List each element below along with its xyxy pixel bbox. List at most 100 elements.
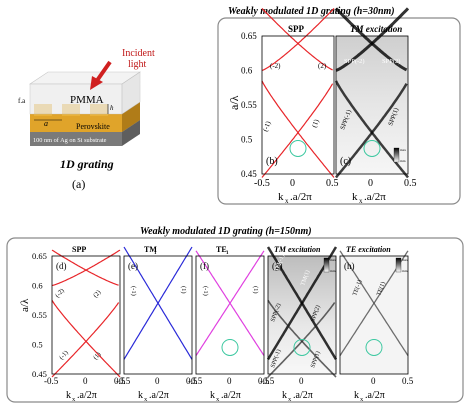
panel-d-xtick-label: 0.5 [114, 376, 126, 386]
panel-g-xtick-label: 0 [299, 376, 304, 386]
panel-f-curve-1 [195, 250, 265, 356]
panel-b-mode-label: (-1) [261, 119, 272, 132]
panel-c-highlight-circle [363, 139, 381, 157]
panel-f-xlabel-sub: x [216, 396, 220, 403]
panel-e-letter: (e) [128, 261, 138, 271]
panel-f-header-sub: 1 [226, 251, 229, 256]
panel-f-xtick-label: -0.5 [188, 376, 203, 386]
panel-g-highlight-circle [293, 338, 311, 356]
panel-g [266, 246, 338, 378]
panel-h-xtick-label: 0.5 [402, 376, 414, 386]
bottom-ytick-label: 0.65 [32, 251, 47, 261]
panel-h-mode-label: TE(1) [375, 281, 386, 297]
panel-b-header: SPP [288, 24, 305, 34]
top-ytick-label: 0.6 [241, 66, 253, 76]
panel-b-xtick-label: 0.5 [326, 178, 339, 189]
panel-g-letter: (g) [272, 261, 283, 271]
panel-b-highlight-circle [289, 139, 307, 157]
panel-g-header: TM excitation [274, 245, 321, 254]
panel-h-xtick-label: 0 [371, 376, 376, 386]
panel-g-colorbar [323, 257, 330, 273]
plots-layer: a/λ 0.65 0.6 0.55 0.5 0.45 SPP (b) (-2) (2) (-1) (1… [19, 7, 417, 403]
panel-b-mode-label: (2) [318, 62, 327, 70]
panel-h-colorbar-min: min [402, 269, 408, 273]
panel-b-axes-box [261, 35, 335, 175]
panel-d-mode-label: (2) [92, 289, 102, 299]
panel-c-xlabel-sub: x [359, 197, 363, 205]
panel-c-axes-box [335, 35, 409, 175]
panel-b [261, 7, 335, 178]
panel-h-xlabel-sub: x [360, 396, 364, 403]
panel-h-colorbar-max: max [402, 258, 408, 262]
top-ytick-label: 0.55 [241, 100, 257, 110]
panel-f-letter: (f) [200, 261, 209, 271]
panel-e [123, 246, 193, 375]
dim-a-label: a [44, 119, 48, 128]
panel-e-xtick-label: -0.5 [116, 376, 131, 386]
dim-h-label: h [110, 104, 114, 112]
panel-c-colorbar-min: min [400, 159, 406, 163]
panel-f-header: TE [216, 245, 227, 254]
panel-d-letter: (d) [56, 261, 67, 271]
bottom-ytick-label: 0.55 [32, 310, 47, 320]
panel-f [195, 250, 265, 375]
panel-d-xtick-label: 0 [83, 376, 88, 386]
panel-g-axes-box [267, 255, 337, 375]
panel-d-mode-label: (1) [92, 351, 102, 361]
panel-g-xlabel: k [282, 390, 287, 401]
panel-c-xlabel-rest: .a/2π [364, 191, 386, 203]
panel-e-header-sub: 1 [154, 251, 157, 256]
panel-e-xlabel: k [138, 390, 143, 401]
panel-b-curve-3 [261, 83, 334, 178]
panel-c-curve-3 [335, 83, 408, 179]
panel-f-axes-box [195, 255, 265, 375]
panel-f-highlight-circle [221, 338, 239, 356]
panel-g-curve-1 [266, 246, 338, 361]
panel-c-mode-label: SPP(2) [382, 58, 400, 65]
panel-b-xlabel: k [278, 191, 284, 203]
panel-c-xtick-label: 0.5 [404, 178, 417, 189]
panel-g-colorbar-max: max [330, 258, 336, 262]
bottom-ytick-label: 0.6 [32, 281, 43, 291]
panel-d-curve-3 [51, 302, 120, 378]
bottom-ytick-label: 0.45 [32, 369, 47, 379]
panel-b-mode-label: (1) [310, 118, 321, 129]
panel-e-xlabel-sub: x [144, 396, 148, 403]
panel-c-mode-label: SPP(-2) [344, 58, 365, 65]
panel-b-mode-label: (-2) [270, 62, 281, 70]
panel-b-letter: (b) [266, 156, 278, 167]
panel-e-curve-1 [123, 246, 193, 360]
top-ylabel: a/λ [227, 95, 241, 110]
pmma-label: PMMA [70, 94, 104, 106]
panel-h-xlabel-rest: .a/2π [365, 390, 385, 401]
panel-e-axes-box [123, 255, 193, 375]
panel-g-xlabel-sub: x [288, 396, 292, 403]
panel-d-curve-1 [51, 249, 119, 286]
panel-e-xlabel-rest: .a/2π [149, 390, 169, 401]
panel-h [339, 250, 409, 375]
incident-light-label-2: light [128, 59, 147, 70]
panel-d [51, 249, 121, 378]
panel-e-xtick-label: 0.5 [186, 376, 198, 386]
panel-c-xtick-label: 0 [368, 178, 373, 189]
panel-b-xlabel-sub: x [285, 197, 289, 205]
bottom-group-frame [6, 237, 464, 403]
panel-b-xlabel-rest: .a/2π [290, 191, 312, 203]
panel-h-header: TE excitation [346, 245, 391, 254]
panel-e-header: TM [144, 245, 157, 254]
panel-c-xlabel: k [352, 191, 358, 203]
panel-c-colorbar-max: max [400, 148, 406, 152]
panel-f-mode-label: (1) [252, 286, 259, 294]
panel-d-xlabel-sub: x [72, 396, 76, 403]
panel-c-header: TM excitation [350, 24, 402, 34]
panel-d-mode-label: (-2) [54, 287, 66, 299]
top-ytick-label: 0.5 [241, 135, 253, 145]
panel-f-xtick-label: 0.5 [258, 376, 270, 386]
panel-e-xtick-label: 0 [155, 376, 160, 386]
panel-h-letter: (h) [344, 261, 355, 271]
bottom-ylabel: a/λ [19, 298, 31, 312]
bottom-ytick-label: 0.5 [32, 340, 43, 350]
panel-d-xlabel: k [66, 390, 71, 401]
panel-d-header: SPP [72, 245, 86, 254]
